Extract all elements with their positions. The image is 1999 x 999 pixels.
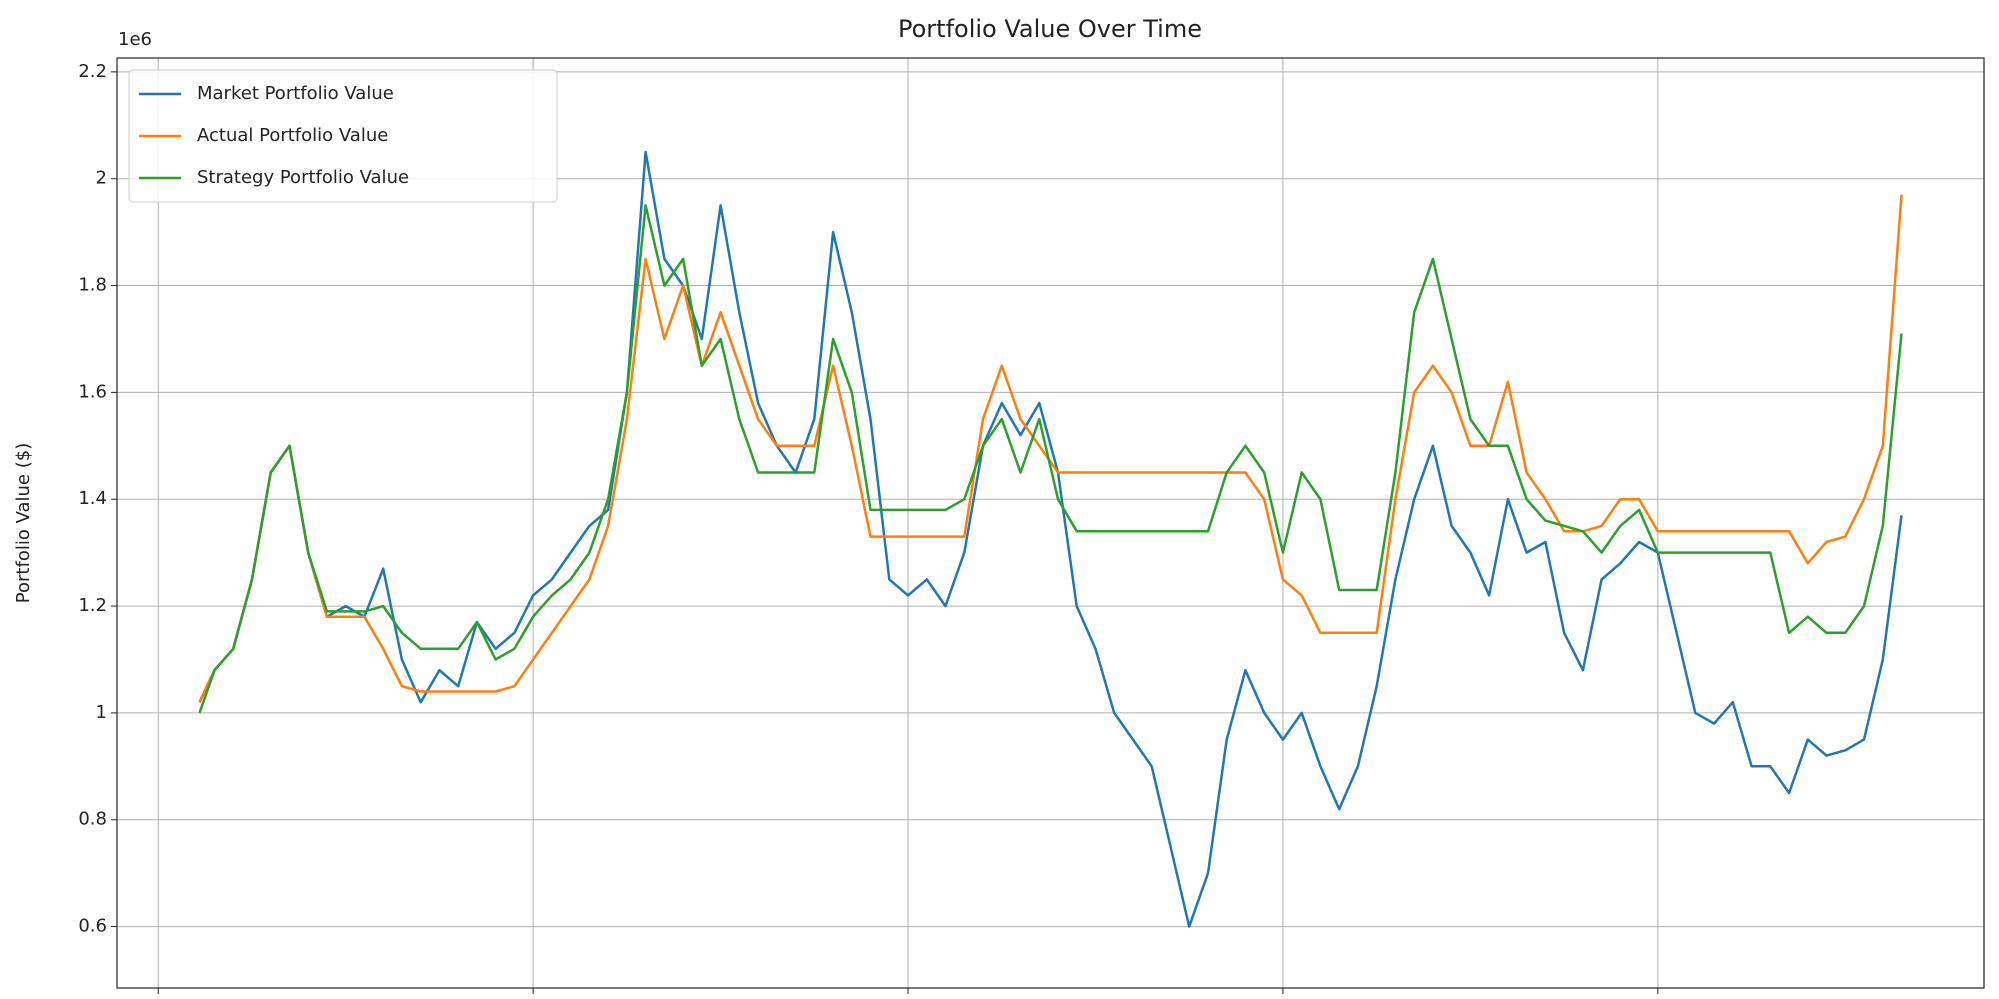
y-tick-label: 0.8 [78,809,107,830]
y-tick-label: 0.6 [78,916,107,937]
legend-box [128,69,558,203]
y-tick-label: 1.6 [78,381,107,402]
y-tick-label: 1.4 [78,488,107,509]
y-tick-label: 1.2 [78,595,107,616]
y-tick-label: 1.8 [78,275,107,296]
series-line [198,150,1903,928]
y-tick-label: 2.2 [78,61,107,82]
y-axis-label: Portfolio Value ($) [13,443,34,603]
series-line [198,204,1903,714]
y-tick-label: 1 [96,702,107,723]
legend-label: Actual Portfolio Value [197,125,388,146]
axis-offset: 1e6 [118,29,152,50]
y-tick-label: 2 [96,168,107,189]
legend-label: Strategy Portfolio Value [197,167,409,188]
legend: Market Portfolio Value Actual Portfolio V… [128,69,558,203]
plot-frame [116,57,1985,989]
legend-label: Market Portfolio Value [197,83,394,104]
chart-title: Portfolio Value Over Time [898,15,1202,43]
